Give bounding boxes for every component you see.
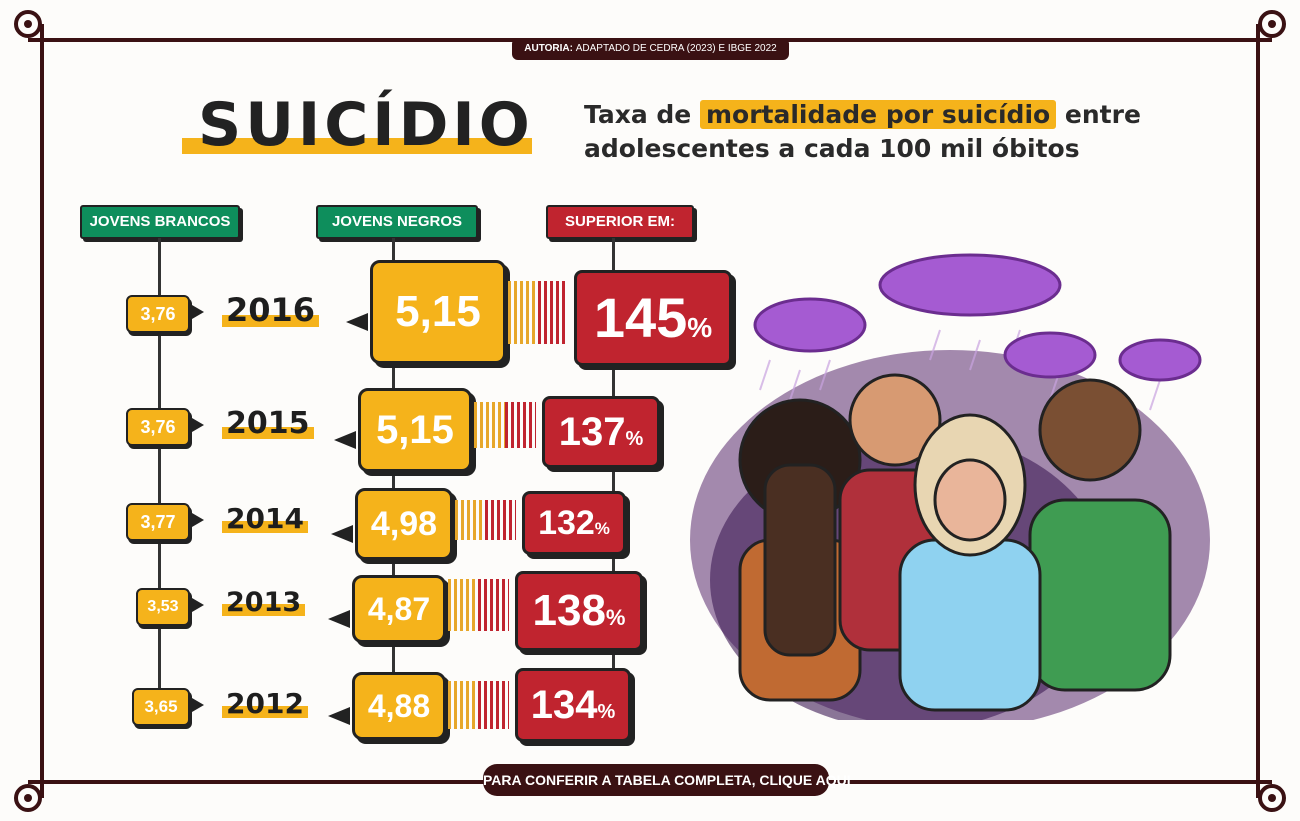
black-value-pointer bbox=[346, 313, 368, 331]
white-rate-value: 3,77 bbox=[126, 503, 190, 541]
white-value-pointer bbox=[192, 305, 204, 319]
frame-corner-top-right bbox=[1258, 10, 1286, 38]
black-rate-value: 4,87 bbox=[352, 575, 446, 643]
column-header-white: JOVENS BRANCOS bbox=[80, 205, 240, 239]
percent-unit: % bbox=[605, 605, 626, 630]
frame-corner-bottom-left bbox=[14, 784, 42, 812]
stripes-yellow bbox=[455, 499, 485, 541]
percent-unit: % bbox=[625, 428, 644, 450]
white-rate-value: 3,53 bbox=[136, 588, 190, 626]
title-highlight bbox=[182, 138, 532, 154]
year-label: 2016 bbox=[222, 291, 320, 330]
percent-number: 134 bbox=[530, 683, 598, 727]
percent-unit: % bbox=[594, 519, 610, 538]
stripes-red bbox=[478, 681, 509, 729]
black-value-pointer bbox=[328, 610, 350, 628]
black-rate-value: 5,15 bbox=[358, 388, 472, 472]
white-value-pointer bbox=[192, 698, 204, 712]
full-table-link[interactable]: PARA CONFERIR A TABELA COMPLETA, CLIQUE … bbox=[483, 764, 851, 796]
white-rate-value: 3,65 bbox=[132, 688, 190, 726]
column-header-black: JOVENS NEGROS bbox=[316, 205, 478, 239]
illustration bbox=[690, 253, 1210, 720]
year-label: 2013 bbox=[222, 587, 306, 619]
year-label: 2015 bbox=[222, 405, 314, 441]
percent-difference-value: 134% bbox=[515, 668, 631, 742]
percent-number: 132 bbox=[538, 504, 595, 542]
black-value-pointer bbox=[334, 431, 356, 449]
percent-number: 138 bbox=[532, 586, 606, 635]
percent-unit: % bbox=[687, 312, 713, 343]
percent-difference-value: 132% bbox=[522, 491, 626, 555]
rain-lines bbox=[759, 329, 1161, 411]
connector-diff bbox=[612, 238, 615, 698]
year-text: 2014 bbox=[226, 501, 304, 535]
year-text: 2015 bbox=[226, 405, 310, 441]
column-header-diff: SUPERIOR EM: bbox=[546, 205, 694, 239]
white-value-pointer bbox=[192, 418, 204, 432]
percent-difference-value: 138% bbox=[515, 571, 643, 651]
stripes-yellow bbox=[448, 579, 478, 631]
percent-difference-value: 137% bbox=[542, 396, 660, 468]
black-rate-value: 4,88 bbox=[352, 672, 446, 740]
page-title-text: SUICÍDIO bbox=[198, 90, 534, 160]
black-rate-value: 5,15 bbox=[370, 260, 506, 364]
year-text: 2012 bbox=[226, 686, 304, 720]
year-text: 2016 bbox=[226, 291, 316, 330]
percent-unit: % bbox=[597, 701, 616, 723]
page-title: SUICÍDIO bbox=[182, 88, 532, 160]
stripes-yellow bbox=[508, 280, 538, 344]
percent-number: 145 bbox=[593, 286, 688, 349]
black-value-pointer bbox=[331, 525, 353, 543]
frame-corner-top-left bbox=[14, 10, 42, 38]
authorship-text: ADAPTADO DE CEDRA (2023) E IBGE 2022 bbox=[575, 43, 777, 54]
stripes-red bbox=[478, 579, 509, 631]
stripes-yellow bbox=[448, 681, 478, 729]
year-text: 2013 bbox=[226, 587, 302, 619]
stripes-red bbox=[485, 499, 516, 541]
black-value-pointer bbox=[328, 707, 350, 725]
percent-difference-value: 145% bbox=[574, 270, 732, 366]
percent-number: 137 bbox=[558, 410, 626, 454]
white-rate-value: 3,76 bbox=[126, 408, 190, 446]
authorship-label: AUTORIA: bbox=[524, 43, 573, 54]
subtitle-post: entre adolescentes a cada 100 mil óbitos bbox=[584, 100, 1141, 163]
frame-left bbox=[40, 24, 44, 798]
person-left bbox=[738, 398, 862, 702]
white-value-pointer bbox=[192, 513, 204, 527]
cloud-icon bbox=[753, 253, 1202, 382]
person-center bbox=[898, 413, 1042, 712]
white-rate-value: 3,76 bbox=[126, 295, 190, 333]
frame-right bbox=[1256, 24, 1260, 798]
subtitle-highlight: mortalidade por suicídio bbox=[699, 100, 1057, 129]
black-rate-value: 4,98 bbox=[355, 488, 453, 560]
chart-subtitle: Taxa de mortalidade por suicídio entre a… bbox=[584, 98, 1184, 166]
authorship-badge: AUTORIA: ADAPTADO DE CEDRA (2023) E IBGE… bbox=[512, 38, 789, 60]
year-label: 2012 bbox=[222, 686, 308, 720]
frame-corner-bottom-right bbox=[1258, 784, 1286, 812]
stripes-yellow bbox=[474, 401, 505, 449]
stripes-red bbox=[505, 401, 536, 449]
stripes-red bbox=[538, 280, 568, 344]
subtitle-pre: Taxa de bbox=[584, 100, 692, 129]
year-label: 2014 bbox=[222, 501, 308, 535]
white-value-pointer bbox=[192, 598, 204, 612]
connector-white bbox=[158, 238, 161, 698]
